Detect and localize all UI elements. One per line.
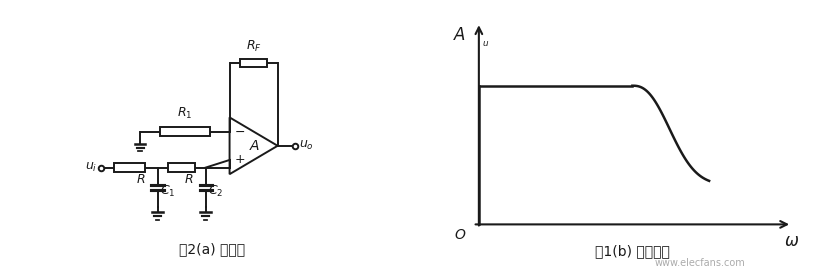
Bar xyxy=(159,127,210,136)
Text: 图2(a) 电路图: 图2(a) 电路图 xyxy=(179,242,245,256)
Polygon shape xyxy=(230,117,278,174)
Text: $C_2$: $C_2$ xyxy=(208,184,224,199)
Text: $-$: $-$ xyxy=(234,125,244,138)
Text: $R_1$: $R_1$ xyxy=(177,106,192,121)
Text: $u_o$: $u_o$ xyxy=(299,139,314,152)
Text: $A$: $A$ xyxy=(453,26,467,44)
Bar xyxy=(168,164,195,172)
Text: $\omega$: $\omega$ xyxy=(785,232,800,250)
Text: $R$: $R$ xyxy=(183,173,193,186)
Text: $_u$: $_u$ xyxy=(482,36,489,49)
Bar xyxy=(113,164,145,172)
Text: $+$: $+$ xyxy=(234,153,244,167)
Text: $A$: $A$ xyxy=(249,139,260,153)
Text: $R_F$: $R_F$ xyxy=(245,38,262,54)
Bar xyxy=(240,59,267,67)
Text: $C_1$: $C_1$ xyxy=(160,184,176,199)
Text: 图1(b) 频幅特性: 图1(b) 频幅特性 xyxy=(595,244,670,258)
Text: $O$: $O$ xyxy=(454,228,467,242)
Text: $u_i$: $u_i$ xyxy=(85,161,97,174)
Text: www.elecfans.com: www.elecfans.com xyxy=(654,258,745,268)
Text: $R$: $R$ xyxy=(135,173,145,186)
